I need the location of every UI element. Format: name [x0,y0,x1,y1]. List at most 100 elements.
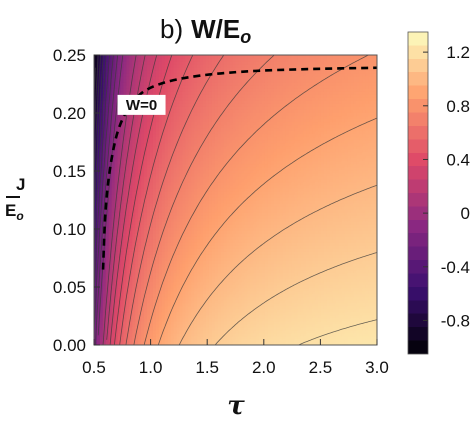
heatmap-cell [200,181,204,186]
heatmap-cell [229,154,234,159]
heatmap-cell [185,97,189,101]
heatmap-cell [123,224,128,228]
heatmap-cell [164,85,169,89]
heatmap-cell [241,133,245,138]
heatmap-cell [173,209,178,213]
heatmap-cell [141,296,145,301]
heatmap-cell [111,73,116,77]
heatmap-cell [126,230,130,234]
heatmap-cell [126,163,130,168]
heatmap-cell [238,275,242,280]
heatmap-cell [123,85,128,89]
heatmap-cell [191,196,195,201]
heatmap-cell [194,233,198,237]
heatmap-cell [129,76,133,80]
heatmap-cell [220,145,225,150]
heatmap-cell [206,323,210,328]
heatmap-cell [197,338,201,343]
heatmap-cell [235,106,240,110]
heatmap-cell [235,55,240,59]
heatmap-cell [123,88,128,92]
heatmap-cell [203,281,207,286]
heatmap-cell [105,130,110,135]
heatmap-cell [108,64,113,68]
heatmap-cell [194,85,198,89]
heatmap-cell [170,278,175,283]
heatmap-cell [203,58,207,62]
heatmap-cell [176,284,181,289]
heatmap-cell [214,175,219,180]
heatmap-cell [244,296,248,301]
heatmap-cell [185,163,189,168]
heatmap-cell [188,73,192,77]
heatmap-cell [170,257,175,262]
heatmap-cell [111,218,116,222]
heatmap-cell [235,335,240,340]
heatmap-cell [217,196,222,201]
heatmap-cell [158,317,163,322]
heatmap-cell [132,245,136,249]
heatmap-cell [94,287,98,292]
heatmap-cell [102,338,107,343]
heatmap-cell [152,67,157,71]
heatmap-cell [167,266,172,271]
heatmap-cell [111,109,116,113]
heatmap-cell [191,200,195,204]
heatmap-cell [114,73,119,77]
heatmap-cell [214,266,219,271]
heatmap-cell [173,121,178,126]
heatmap-cell [111,206,116,210]
heatmap-cell [223,212,228,216]
heatmap-cell [191,124,195,129]
heatmap-cell [167,67,172,71]
heatmap-cell [141,227,145,231]
heatmap-cell [200,136,204,141]
heatmap-cell [241,136,245,141]
heatmap-cell [176,215,181,219]
heatmap-cell [167,284,172,289]
heatmap-cell [197,181,201,186]
heatmap-cell [176,302,181,307]
heatmap-cell [173,335,178,340]
heatmap-cell [203,320,207,325]
heatmap-cell [114,338,119,343]
heatmap-cell [173,218,178,222]
heatmap-cell [182,91,186,95]
heatmap-cell [182,326,186,331]
heatmap-cell [120,332,125,337]
heatmap-cell [244,200,248,204]
heatmap-cell [208,94,213,98]
heatmap-cell [182,254,186,258]
heatmap-cell [170,172,175,177]
heatmap-cell [120,175,125,180]
heatmap-cell [120,218,125,222]
heatmap-cell [188,209,192,213]
heatmap-cell [229,187,234,192]
heatmap-cell [117,58,122,62]
heatmap-cell [147,305,151,310]
heatmap-cell [203,115,207,120]
heatmap-cell [203,67,207,71]
heatmap-cell [150,245,154,249]
heatmap-cell [179,67,184,71]
heatmap-cell [203,263,207,268]
heatmap-cell [188,88,192,92]
heatmap-cell [238,266,242,271]
heatmap-cell [176,278,181,283]
heatmap-cell [206,263,210,268]
heatmap-cell [220,124,225,129]
heatmap-cell [200,284,204,289]
heatmap-cell [244,187,248,192]
heatmap-cell [176,263,181,268]
heatmap-cell [123,227,128,231]
heatmap-cell [232,124,237,129]
heatmap-cell [238,245,242,249]
heatmap-cell [138,70,142,74]
heatmap-cell [173,109,178,113]
heatmap-cell [191,175,195,180]
heatmap-cell [164,299,169,304]
heatmap-cell [241,181,245,186]
heatmap-cell [182,55,186,59]
heatmap-cell [108,200,113,204]
heatmap-cell [144,296,148,301]
